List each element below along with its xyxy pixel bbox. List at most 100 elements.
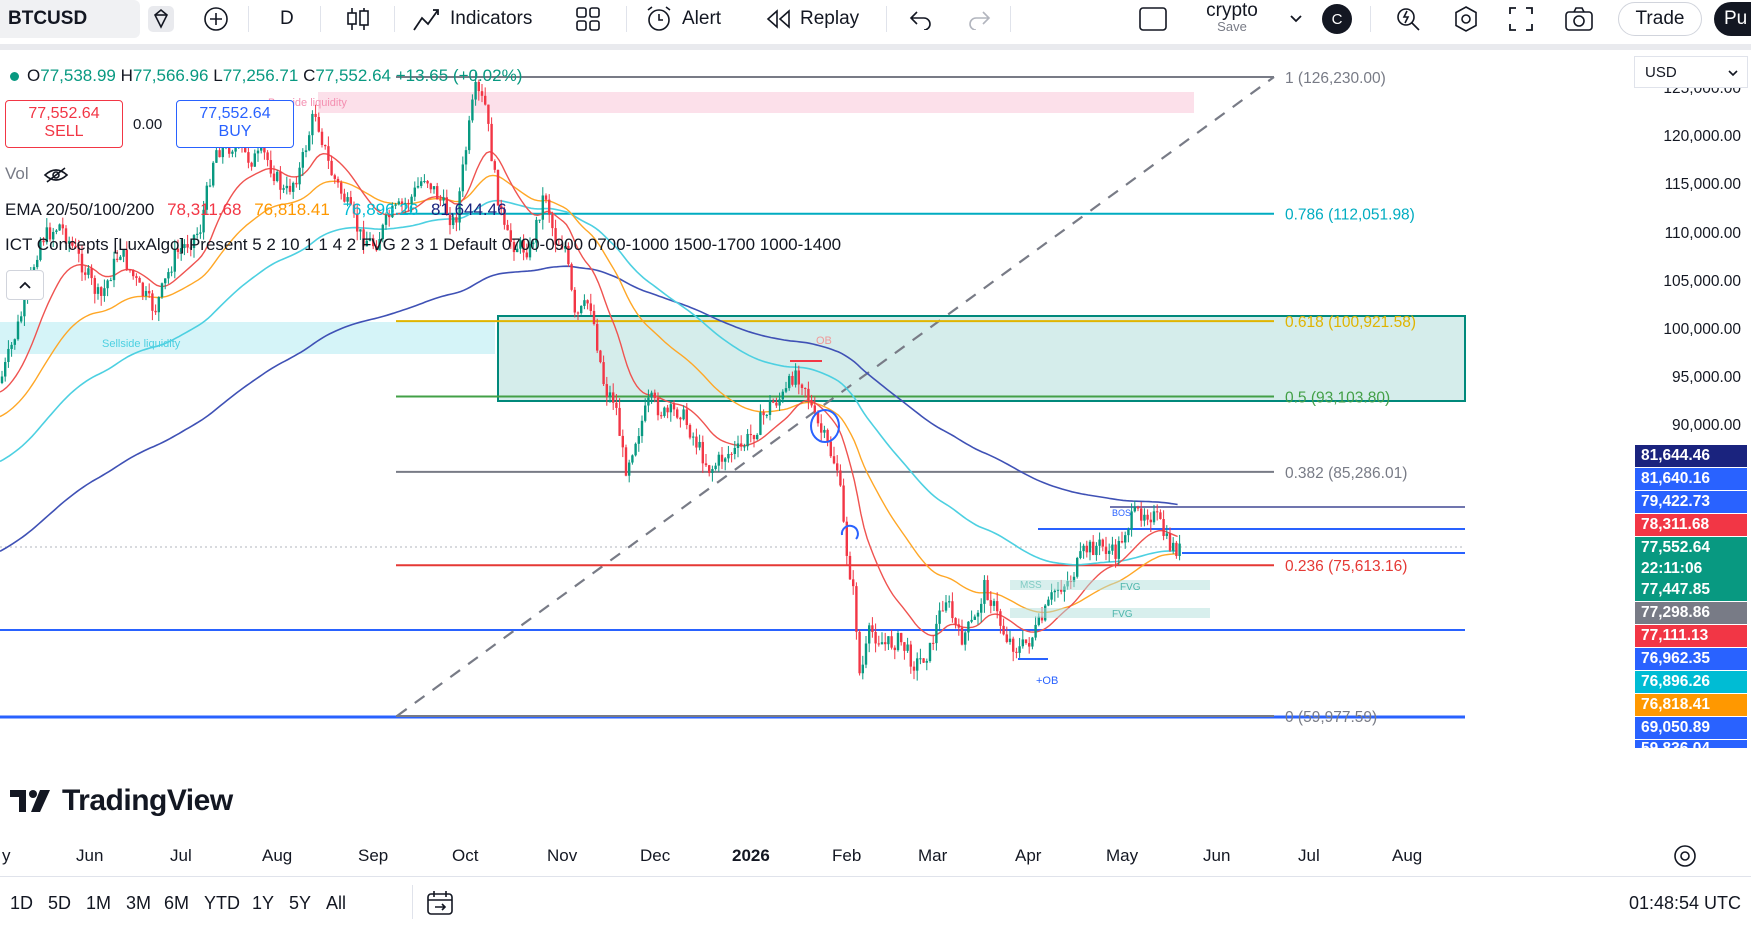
- candle-body: [880, 642, 884, 645]
- buy-price: 77,552.64: [199, 105, 271, 122]
- trade-button[interactable]: Trade: [1618, 2, 1702, 36]
- candle-body: [535, 219, 538, 243]
- goto-date-icon[interactable]: [1672, 843, 1698, 874]
- candle-body: [919, 658, 922, 660]
- candle-body: [967, 621, 970, 633]
- add-symbol-icon[interactable]: [202, 0, 230, 38]
- calendar-range-icon[interactable]: [425, 889, 455, 922]
- ohlc-legend: O77,538.99 H77,566.96 L77,256.71 C77,552…: [10, 66, 522, 86]
- replay-button[interactable]: Replay: [764, 0, 859, 38]
- redo-icon[interactable]: [966, 0, 992, 38]
- candle-body: [125, 249, 128, 270]
- time-axis-label: Mar: [918, 846, 948, 865]
- range-button-5y[interactable]: 5Y: [289, 893, 312, 913]
- candle-body: [1047, 599, 1050, 606]
- candle-body: [1079, 551, 1082, 558]
- candle-body: [199, 232, 202, 234]
- candle-body: [564, 245, 567, 249]
- time-axis-label: Aug: [1392, 846, 1423, 865]
- candle-body: [84, 272, 87, 275]
- trend-line: [396, 76, 1275, 717]
- currency-select[interactable]: USD: [1634, 56, 1748, 88]
- chevron-down-icon[interactable]: [1288, 0, 1304, 38]
- sellside-liquidity-zone: [0, 322, 495, 354]
- candles-icon[interactable]: [345, 0, 371, 38]
- tradingview-logo-text: TradingView: [62, 784, 233, 817]
- indicators-button[interactable]: Indicators: [412, 0, 532, 38]
- candle-body: [176, 248, 180, 252]
- top-toolbar: BTCUSD D Indicators Alert Replay crypto …: [0, 0, 1751, 50]
- candle-body: [256, 150, 260, 154]
- live-dot-icon: [10, 72, 19, 82]
- alert-label: Alert: [682, 8, 722, 29]
- ema-legend[interactable]: EMA 20/50/100/200 78,311.68 76,818.41 76…: [5, 200, 507, 220]
- candle-body: [151, 293, 154, 311]
- collapse-legend-button[interactable]: [6, 270, 44, 300]
- layout-name-label: crypto: [1206, 0, 1258, 21]
- compare-icon[interactable]: [146, 0, 176, 38]
- candle-body: [349, 197, 352, 205]
- price-axis-label: 100,000.00: [1663, 320, 1741, 338]
- fullscreen-icon[interactable]: [1508, 0, 1534, 38]
- utc-clock[interactable]: 01:48:54 UTC: [1628, 893, 1741, 913]
- ema200-line: [0, 265, 1178, 552]
- range-button-1y[interactable]: 1Y: [252, 893, 275, 913]
- candle-body: [679, 417, 682, 420]
- candle-body: [1050, 592, 1053, 600]
- candle-body: [276, 171, 279, 182]
- candle-body: [416, 185, 420, 188]
- sell-button[interactable]: 77,552.64 SELL: [5, 100, 123, 148]
- rewind-icon: [766, 9, 790, 29]
- price-tag: 81,644.46: [1635, 445, 1747, 467]
- interval-button[interactable]: D: [280, 0, 294, 38]
- chart-canvas[interactable]: 1 (126,230.00) 0.786 (112,051.98) 0.618 (1…: [0, 50, 1631, 836]
- candle-body: [845, 521, 848, 556]
- volume-legend[interactable]: Vol: [5, 164, 69, 184]
- candle-body: [868, 625, 871, 644]
- candle-body: [909, 644, 912, 667]
- ict-legend[interactable]: ICT Concepts [LuxAlgo] Present 5 2 10 1 …: [5, 235, 841, 255]
- buy-button[interactable]: 77,552.64 BUY: [176, 100, 294, 148]
- candle-body: [1024, 639, 1028, 644]
- publish-button[interactable]: Pu: [1714, 2, 1751, 36]
- range-button-ytd[interactable]: YTD: [204, 893, 240, 913]
- candle-body: [378, 239, 381, 251]
- tradingview-logo-icon: [10, 790, 50, 812]
- candle-body: [448, 214, 452, 226]
- avatar[interactable]: C: [1322, 4, 1352, 34]
- range-button-1d[interactable]: 1D: [10, 893, 34, 913]
- range-button-5d[interactable]: 5D: [48, 893, 72, 913]
- quick-search-icon[interactable]: [1394, 0, 1422, 38]
- camera-icon[interactable]: [1564, 0, 1594, 38]
- candle-body: [871, 625, 874, 633]
- layout-save-label: Save: [1217, 19, 1247, 34]
- layout-name[interactable]: crypto Save: [1200, 0, 1264, 34]
- range-button-3m[interactable]: 3M: [126, 893, 152, 913]
- time-axis-label: Jun: [76, 846, 104, 865]
- range-button-all[interactable]: All: [326, 893, 347, 913]
- candle-body: [810, 400, 813, 406]
- alert-button[interactable]: Alert: [644, 0, 721, 38]
- range-button-6m[interactable]: 6M: [164, 893, 190, 913]
- candle-body: [400, 201, 404, 205]
- time-axis[interactable]: y Jun Jul Aug Sep Oct Nov Dec 2026 Feb Mar Apr May Ju…: [0, 836, 1631, 876]
- undo-icon[interactable]: [908, 0, 934, 38]
- range-button-1m[interactable]: 1M: [86, 893, 112, 913]
- candle-body: [196, 233, 199, 235]
- eye-hidden-icon[interactable]: [43, 166, 69, 184]
- candle-body: [215, 150, 218, 163]
- layout-icon[interactable]: [1138, 0, 1168, 38]
- candle-body: [1104, 546, 1108, 554]
- candle-body: [221, 146, 224, 158]
- candle-body: [1159, 512, 1162, 519]
- candle-body: [1111, 544, 1114, 551]
- settings-icon[interactable]: [1452, 0, 1480, 38]
- candle-body: [596, 324, 599, 351]
- templates-icon[interactable]: [575, 0, 601, 38]
- highlight-circle: [810, 409, 840, 443]
- candle-body: [365, 240, 368, 247]
- candle-body: [637, 436, 640, 444]
- symbol-search[interactable]: BTCUSD: [0, 0, 140, 38]
- candle-body: [1178, 543, 1181, 556]
- sell-label: SELL: [44, 123, 84, 140]
